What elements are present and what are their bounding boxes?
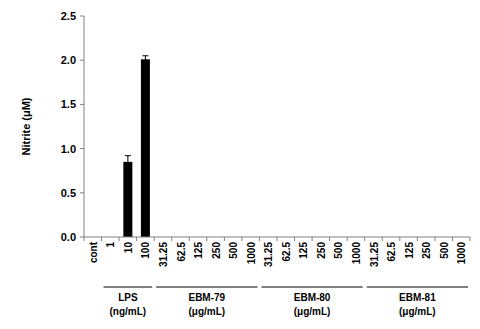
x-divider — [84, 237, 85, 241]
bar — [141, 59, 150, 237]
x-tick-label: 62.5 — [386, 242, 397, 262]
x-divider — [294, 237, 295, 241]
x-tick-label: 1000 — [456, 242, 467, 265]
y-tick-label: 0.0 — [61, 231, 76, 243]
x-divider — [399, 237, 400, 241]
x-divider — [312, 237, 313, 241]
x-tick-label: 1 — [105, 242, 116, 248]
bar — [123, 162, 132, 237]
x-divider — [434, 237, 435, 241]
y-axis — [84, 16, 85, 237]
error-bar — [125, 156, 131, 168]
group-line — [104, 287, 153, 288]
x-divider — [171, 237, 172, 241]
x-divider — [259, 237, 260, 241]
group-unit: (μg/mL) — [188, 306, 225, 317]
x-tick-label: 250 — [211, 242, 222, 259]
x-tick-label: 31.25 — [369, 242, 380, 267]
group-line — [261, 287, 362, 288]
y-tick-label: 2.0 — [61, 54, 76, 66]
x-tick-label: 500 — [439, 242, 450, 259]
group-label: EBM-79 — [188, 292, 225, 303]
x-divider — [224, 237, 225, 241]
bars — [123, 56, 150, 237]
x-divider — [277, 237, 278, 241]
x-divider — [189, 237, 190, 241]
x-divider — [154, 237, 155, 241]
x-divider — [382, 237, 383, 241]
group-label: LPS — [118, 292, 138, 303]
x-divider — [119, 237, 120, 241]
y-tick — [80, 237, 84, 238]
x-divider — [452, 237, 453, 241]
x-divider — [136, 237, 137, 241]
y-tick-label: 0.5 — [61, 187, 76, 199]
x-tick-label: 125 — [298, 242, 309, 259]
x-divider — [101, 237, 102, 241]
y-tick-label: 1.5 — [61, 98, 76, 110]
x-tick-label: 10 — [123, 242, 134, 254]
x-divider — [241, 237, 242, 241]
x-tick-label: 125 — [404, 242, 415, 259]
x-divider — [347, 237, 348, 241]
x-tick-label: 1000 — [351, 242, 362, 265]
x-divider — [329, 237, 330, 241]
x-tick-label: cont — [88, 241, 99, 263]
x-tick-label: 125 — [193, 242, 204, 259]
x-divider — [364, 237, 365, 241]
y-tick — [80, 104, 84, 105]
x-tick-label: 62.5 — [176, 242, 187, 262]
group-unit: (μg/mL) — [399, 306, 436, 317]
x-tick-label: 62.5 — [281, 242, 292, 262]
x-tick-label: 31.25 — [158, 242, 169, 267]
x-tick-label: 250 — [421, 242, 432, 259]
x-tick-label: 31.25 — [263, 242, 274, 267]
group-label: EBM-81 — [399, 292, 436, 303]
x-tick-label: 1000 — [246, 242, 257, 265]
y-tick — [80, 192, 84, 193]
y-tick-label: 2.5 — [61, 10, 76, 22]
y-tick — [80, 148, 84, 149]
x-tick-label: 500 — [333, 242, 344, 259]
x-tick-label: 100 — [140, 242, 151, 259]
x-divider — [417, 237, 418, 241]
group-unit: (ng/mL) — [110, 306, 147, 317]
y-tick — [80, 60, 84, 61]
group-label: EBM-80 — [294, 292, 331, 303]
group-line — [156, 287, 257, 288]
y-tick — [80, 16, 84, 17]
y-tick-label: 1.0 — [61, 143, 76, 155]
group-line — [367, 287, 468, 288]
x-divider — [206, 237, 207, 241]
error-bar — [142, 56, 148, 63]
y-axis-label: Nitrite (μM) — [20, 97, 32, 155]
group-unit: (μg/mL) — [294, 306, 331, 317]
x-tick-label: 500 — [228, 242, 239, 259]
x-tick-label: 250 — [316, 242, 327, 259]
chart: 0.0 0.5 1.0 1.5 2.0 2.5 Nitrite (μM) cont 1 10 100… — [0, 0, 480, 329]
x-divider — [470, 237, 471, 241]
